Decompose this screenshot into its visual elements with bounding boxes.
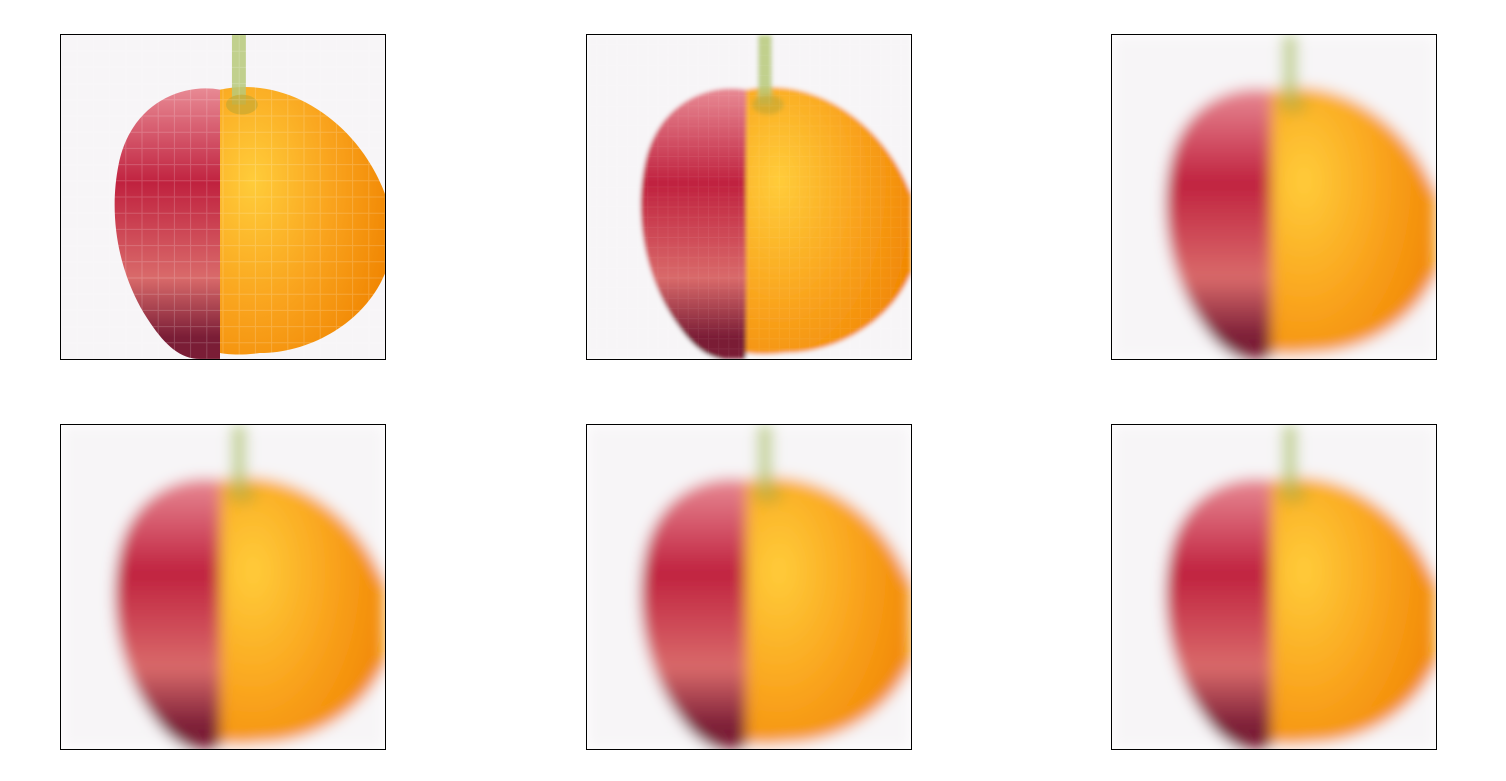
image-panel-smooth-4 <box>1111 424 1437 750</box>
image-panel-smooth-2 <box>60 424 386 750</box>
fruit-image <box>587 35 911 359</box>
image-panel-smooth-1 <box>1111 34 1437 360</box>
image-panel-smooth-3 <box>586 424 912 750</box>
fruit-image <box>1112 35 1436 359</box>
fruit-image <box>1112 425 1436 749</box>
fruit-image <box>61 35 385 359</box>
image-panel-nearest <box>60 34 386 360</box>
image-panel-bilinear <box>586 34 912 360</box>
fruit-image <box>61 425 385 749</box>
fruit-image <box>587 425 911 749</box>
